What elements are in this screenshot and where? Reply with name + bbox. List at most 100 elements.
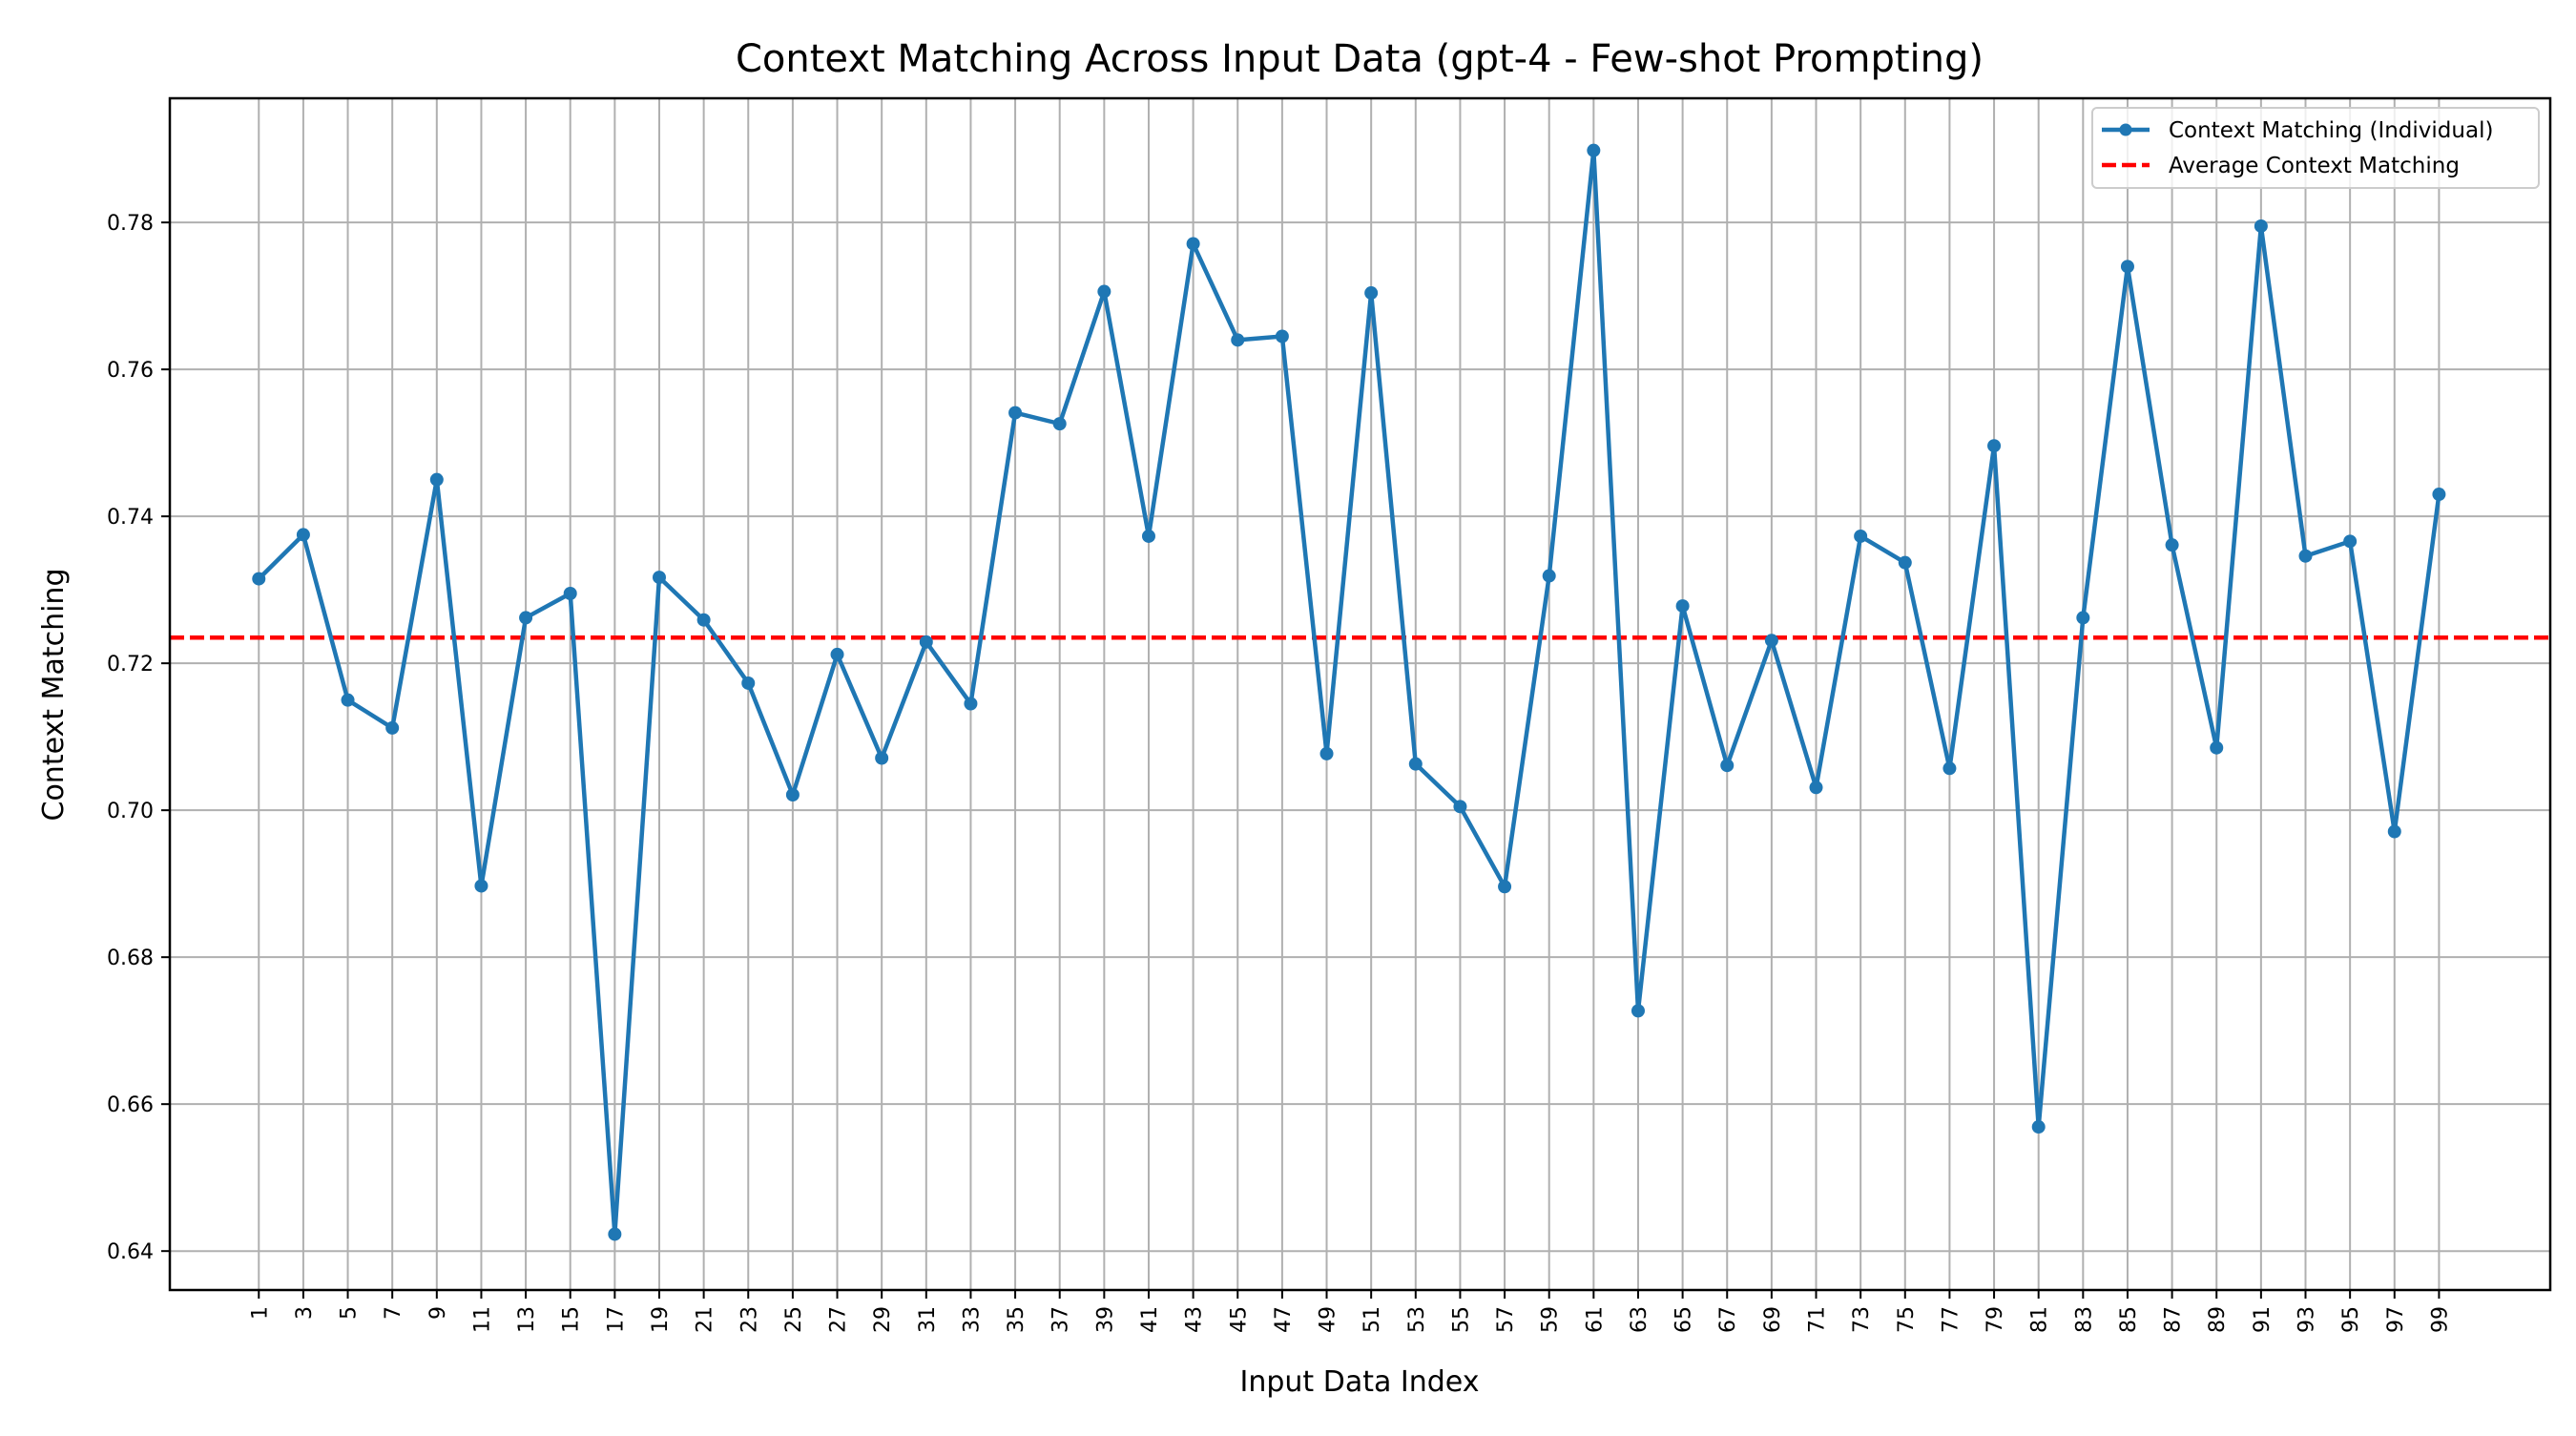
x-tick-label: 49 [1317,1306,1340,1333]
x-tick-label: 43 [1183,1306,1207,1333]
data-point [1942,761,1957,776]
series-line-individual [257,148,2441,1237]
x-tick-label: 99 [2428,1306,2452,1333]
y-tick-label: 0.64 [107,1240,154,1264]
x-tick-label: 93 [2296,1306,2319,1333]
data-point [1008,406,1023,420]
x-tick-label: 71 [1806,1306,1830,1333]
x-tick-label: 91 [2251,1306,2275,1333]
x-tick-label: 89 [2206,1306,2230,1333]
x-tick-labels: 1 3 5 7 9 11 13 15 17 19 21 23 25 27 29 31 33 35 37 39 41 43 4… [248,1306,2452,1333]
data-point [785,787,800,801]
ticks [161,221,2441,1299]
x-tick-label: 63 [1628,1306,1652,1333]
legend-marker-individual [2119,123,2132,136]
data-point [1854,529,1868,543]
data-point [830,647,844,661]
x-tick-label: 87 [2162,1306,2186,1333]
x-tick-label: 31 [916,1306,940,1333]
data-point [519,611,533,625]
x-tick-label: 51 [1361,1306,1384,1333]
x-tick-label: 13 [515,1306,539,1333]
x-tick-label: 21 [694,1306,717,1333]
y-tick-label: 0.68 [107,947,154,970]
y-tick-label: 0.66 [107,1093,154,1117]
data-point [1987,439,2002,453]
x-tick-label: 27 [827,1306,851,1333]
y-tick-label: 0.72 [107,653,154,676]
x-tick-label: 85 [2117,1306,2141,1333]
x-tick-label: 37 [1049,1306,1073,1333]
x-tick-label: 67 [1716,1306,1740,1333]
data-point [1898,555,1912,570]
data-point [1141,529,1155,543]
x-tick-label: 1 [248,1306,272,1320]
x-tick-label: 25 [782,1306,806,1333]
x-tick-label: 29 [871,1306,895,1333]
data-point [2076,611,2090,625]
legend-label-individual: Context Matching (Individual) [2169,118,2493,143]
legend-box [2091,107,2540,189]
grid [170,98,2550,1290]
x-tick-label: 19 [649,1306,673,1333]
data-point [696,613,711,627]
data-point [2387,824,2401,839]
y-tick-label: 0.78 [107,212,154,236]
data-point [1587,143,1601,157]
x-tick-label: 81 [2028,1306,2052,1333]
x-tick-label: 53 [1405,1306,1429,1333]
data-point [919,635,933,649]
x-tick-label: 83 [2072,1306,2096,1333]
x-tick-label: 65 [1672,1306,1696,1333]
legend: Context Matching (Individual) Average Co… [2091,107,2540,189]
y-tick-label: 0.70 [107,800,154,823]
data-point [1542,569,1556,583]
x-tick-label: 15 [560,1306,584,1333]
x-tick-label: 47 [1272,1306,1296,1333]
data-point [2120,260,2134,274]
data-point [385,720,400,735]
x-tick-label: 5 [338,1306,362,1320]
data-point [1720,759,1735,773]
x-tick-label: 77 [1939,1306,1963,1333]
x-tick-label: 73 [1850,1306,1874,1333]
data-point [296,528,310,542]
x-tick-label: 7 [382,1306,405,1320]
data-point [875,751,889,765]
x-tick-label: 33 [960,1306,984,1333]
data-point [652,571,666,585]
x-tick-label: 97 [2384,1306,2408,1333]
x-tick-label: 57 [1494,1306,1518,1333]
x-tick-label: 39 [1093,1306,1117,1333]
data-point [1097,284,1111,299]
data-point [474,879,488,893]
x-tick-label: 11 [470,1306,494,1333]
data-point [964,697,978,711]
data-point [1764,634,1778,648]
data-point [1631,1004,1645,1018]
x-axis-label: Input Data Index [1240,1365,1480,1399]
data-point [2165,538,2179,552]
data-point [2432,488,2446,502]
data-point [1408,757,1423,771]
data-point [2254,219,2268,233]
x-tick-label: 3 [293,1306,317,1320]
data-point [1498,880,1512,894]
data-point [2210,740,2224,755]
x-tick-label: 69 [1761,1306,1785,1333]
data-point [429,472,444,487]
data-point [1319,746,1334,760]
data-point [252,572,266,586]
x-tick-label: 59 [1539,1306,1563,1333]
x-tick-label: 9 [426,1306,450,1320]
x-tick-label: 95 [2339,1306,2363,1333]
data-point [2031,1120,2046,1134]
x-tick-label: 55 [1449,1306,1473,1333]
data-point [1675,599,1690,614]
data-point [1052,417,1067,431]
y-tick-labels: 0.64 0.66 0.68 0.70 0.72 0.74 0.76 0.78 [107,212,154,1264]
data-point [2343,534,2358,549]
